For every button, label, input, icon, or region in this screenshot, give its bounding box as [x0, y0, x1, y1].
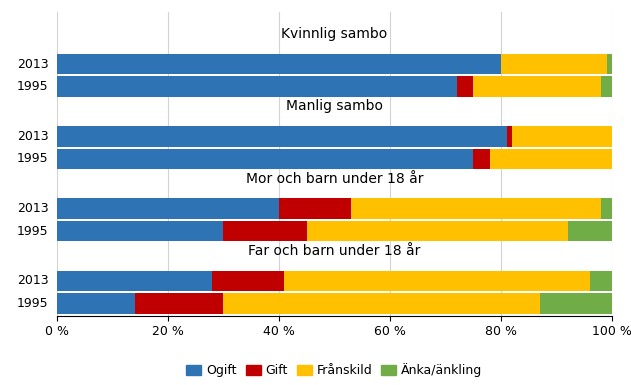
Bar — [512, 126, 612, 147]
Text: 2013: 2013 — [17, 275, 49, 288]
Text: Mor och barn under 18 år: Mor och barn under 18 år — [245, 172, 423, 186]
Bar — [307, 221, 568, 241]
Text: Kvinnlig sambo: Kvinnlig sambo — [281, 27, 387, 41]
Bar — [568, 221, 612, 241]
Text: 1995: 1995 — [17, 297, 49, 310]
Bar — [501, 54, 606, 74]
Bar — [134, 293, 223, 314]
Bar — [601, 76, 612, 97]
Bar — [473, 76, 601, 97]
Bar — [57, 221, 223, 241]
Bar — [57, 199, 279, 219]
Bar — [473, 149, 490, 169]
Text: 1995: 1995 — [17, 152, 49, 166]
Text: 2013: 2013 — [17, 57, 49, 70]
Bar — [507, 126, 512, 147]
Bar — [57, 293, 134, 314]
Bar — [590, 271, 612, 291]
Text: Manlig sambo: Manlig sambo — [286, 99, 383, 113]
Bar — [57, 126, 507, 147]
Bar — [212, 271, 285, 291]
Bar — [540, 293, 612, 314]
Bar — [601, 199, 612, 219]
Bar — [223, 221, 307, 241]
Text: Far och barn under 18 år: Far och barn under 18 år — [248, 244, 421, 258]
Bar — [57, 54, 501, 74]
Bar — [57, 76, 457, 97]
Bar — [279, 199, 351, 219]
Text: 1995: 1995 — [17, 80, 49, 93]
Bar — [490, 149, 612, 169]
Text: 2013: 2013 — [17, 130, 49, 143]
Bar — [57, 271, 212, 291]
Bar — [351, 199, 601, 219]
Text: 2013: 2013 — [17, 202, 49, 215]
Legend: Ogift, Gift, Frånskild, Änka/änkling: Ogift, Gift, Frånskild, Änka/änkling — [181, 358, 488, 382]
Bar — [57, 149, 473, 169]
Bar — [606, 54, 612, 74]
Bar — [285, 271, 590, 291]
Bar — [457, 76, 473, 97]
Bar — [223, 293, 540, 314]
Text: 1995: 1995 — [17, 225, 49, 238]
